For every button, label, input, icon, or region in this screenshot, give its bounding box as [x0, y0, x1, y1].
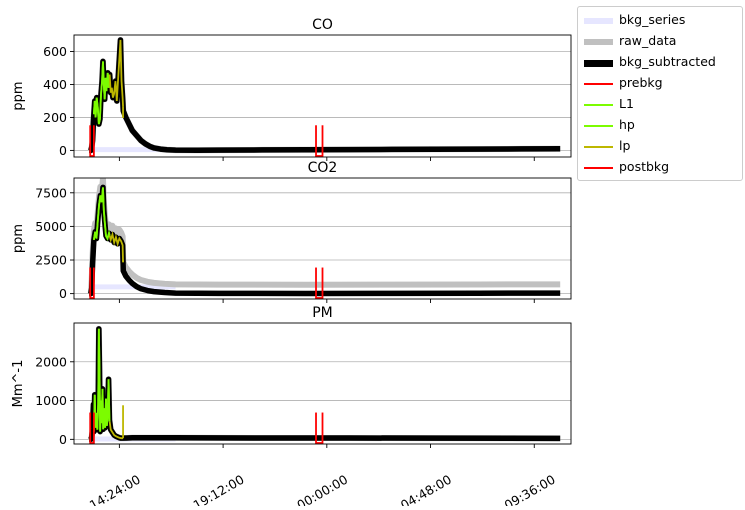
legend-label: lp — [619, 138, 631, 153]
series-bkg-subtracted — [88, 326, 561, 443]
legend-item-prebkg: prebkg — [578, 74, 742, 94]
series-bkg-subtracted — [88, 184, 561, 297]
legend-swatch — [584, 39, 613, 45]
series-hp — [92, 61, 111, 125]
legend: bkg_series raw_data bkg_subtracted prebk… — [577, 6, 743, 181]
legend-label: hp — [619, 117, 635, 132]
plot-area — [87, 36, 561, 157]
legend-swatch — [584, 167, 613, 169]
x-tick-label: 04:48:00 — [398, 472, 454, 506]
plot-area — [87, 325, 561, 444]
series-lp — [108, 39, 124, 107]
series-raw-data — [87, 325, 561, 443]
legend-label: L1 — [619, 96, 634, 111]
axes-frame — [73, 322, 572, 445]
legend-label: postbkg — [619, 159, 670, 174]
legend-item-l1: L1 — [578, 95, 742, 115]
legend-label: prebkg — [619, 75, 663, 90]
plot-area — [87, 178, 561, 299]
series-hp — [92, 187, 111, 241]
legend-swatch — [584, 125, 613, 127]
series-raw-data — [87, 36, 561, 154]
y-tick-label: 0 — [59, 286, 67, 301]
y-tick-label: 600 — [43, 44, 67, 59]
legend-item-hp: hp — [578, 116, 742, 136]
legend-item-lp: lp — [578, 137, 742, 157]
series-bkg-subtracted — [88, 37, 561, 154]
x-tick-label: 14:24:00 — [87, 472, 143, 506]
y-axis-label: ppm — [11, 224, 26, 253]
legend-swatch — [584, 83, 613, 85]
panel-co: 0 200 400 600 CO ppm — [11, 17, 572, 161]
legend-item-postbkg: postbkg — [578, 158, 742, 178]
legend-label: bkg_series — [619, 12, 686, 27]
series-raw-data — [87, 178, 561, 297]
series-hp — [92, 328, 111, 432]
legend-label: raw_data — [619, 33, 677, 48]
y-tick-label: 5000 — [35, 219, 67, 234]
y-tick-label: 400 — [43, 77, 67, 92]
y-axis-label: ppm — [11, 81, 26, 110]
panel-title: CO — [312, 17, 333, 33]
panel-title: PM — [312, 305, 333, 321]
y-tick-label: 2500 — [35, 253, 67, 268]
panel-co2: 0 2500 5000 7500 CO2 ppm — [11, 160, 572, 303]
series-lp — [108, 421, 124, 440]
axes-frame — [73, 177, 572, 300]
y-tick-label: 200 — [43, 110, 67, 125]
legend-item-raw-data: raw_data — [578, 32, 742, 52]
panel-pm: 0 1000 2000 PM Mm^-1 — [11, 305, 572, 448]
panel-title: CO2 — [308, 160, 338, 176]
y-tick-label: 7500 — [35, 185, 67, 200]
axes-frame — [73, 34, 572, 158]
y-tick-label: 0 — [59, 143, 67, 158]
y-axis-label: Mm^-1 — [11, 360, 26, 408]
legend-label: bkg_subtracted — [619, 54, 716, 69]
x-tick-label: 19:12:00 — [190, 472, 246, 506]
y-tick-label: 0 — [59, 432, 67, 447]
x-tick-label: 09:36:00 — [502, 472, 558, 506]
legend-swatch — [584, 146, 613, 148]
legend-swatch — [584, 104, 613, 106]
legend-swatch — [584, 60, 613, 67]
legend-item-bkg-series: bkg_series — [578, 11, 742, 31]
legend-swatch — [584, 18, 613, 24]
y-tick-label: 1000 — [35, 393, 67, 408]
series-lp — [108, 230, 124, 263]
y-tick-label: 2000 — [35, 354, 67, 369]
x-tick-label: 00:00:00 — [294, 472, 350, 506]
legend-item-bkg-subtracted: bkg_subtracted — [578, 53, 742, 73]
